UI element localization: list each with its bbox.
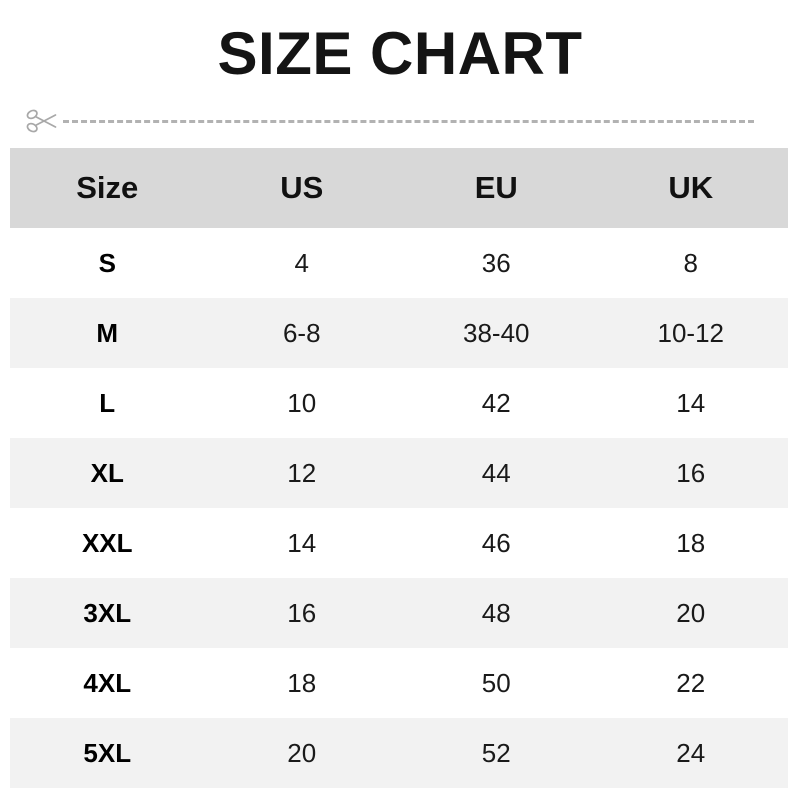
- cell-uk: 20: [593, 578, 788, 648]
- column-header-eu: EU: [399, 148, 594, 228]
- column-header-size: Size: [10, 148, 205, 228]
- cell-us: 16: [204, 578, 399, 648]
- cell-uk: 18: [593, 508, 788, 578]
- cell-eu: 46: [399, 508, 594, 578]
- cell-us: 14: [204, 508, 399, 578]
- scissors-icon: [24, 106, 62, 136]
- table-row: S 4 36 8: [10, 228, 788, 298]
- cell-eu: 38-40: [399, 298, 594, 368]
- table-row: L 10 42 14: [10, 368, 788, 438]
- cell-us: 10: [204, 368, 399, 438]
- page-title: SIZE CHART: [217, 20, 583, 87]
- cell-eu: 36: [399, 228, 594, 298]
- cell-size: M: [10, 298, 205, 368]
- cell-size: L: [10, 368, 205, 438]
- cell-eu: 52: [399, 718, 594, 788]
- cell-uk: 8: [593, 228, 788, 298]
- cell-size: 4XL: [10, 648, 205, 718]
- page-title-container: SIZE CHART: [0, 24, 800, 84]
- cut-dashed-line: [63, 119, 754, 123]
- table-row: M 6-8 38-40 10-12: [10, 298, 788, 368]
- cell-eu: 44: [399, 438, 594, 508]
- cell-eu: 50: [399, 648, 594, 718]
- column-header-uk: UK: [593, 148, 788, 228]
- cell-us: 12: [204, 438, 399, 508]
- table-row: 5XL 20 52 24: [10, 718, 788, 788]
- cell-size: XL: [10, 438, 205, 508]
- cell-uk: 22: [593, 648, 788, 718]
- table-header-row: Size US EU UK: [10, 148, 788, 228]
- cell-size: 3XL: [10, 578, 205, 648]
- cell-uk: 24: [593, 718, 788, 788]
- cut-line: [24, 104, 776, 138]
- cell-size: S: [10, 228, 205, 298]
- table-header: Size US EU UK: [10, 148, 788, 228]
- cell-eu: 48: [399, 578, 594, 648]
- table-body: S 4 36 8 M 6-8 38-40 10-12 L 10 42 14 XL…: [10, 228, 788, 788]
- table-row: XXL 14 46 18: [10, 508, 788, 578]
- cell-us: 18: [204, 648, 399, 718]
- cell-us: 6-8: [204, 298, 399, 368]
- cell-size: XXL: [10, 508, 205, 578]
- cell-us: 4: [204, 228, 399, 298]
- table-row: 4XL 18 50 22: [10, 648, 788, 718]
- cell-uk: 16: [593, 438, 788, 508]
- cell-eu: 42: [399, 368, 594, 438]
- table-row: XL 12 44 16: [10, 438, 788, 508]
- table-row: 3XL 16 48 20: [10, 578, 788, 648]
- cell-uk: 14: [593, 368, 788, 438]
- column-header-us: US: [204, 148, 399, 228]
- size-chart-table: Size US EU UK S 4 36 8 M 6-8 38-40 10-12…: [10, 148, 788, 788]
- cell-size: 5XL: [10, 718, 205, 788]
- cell-us: 20: [204, 718, 399, 788]
- cell-uk: 10-12: [593, 298, 788, 368]
